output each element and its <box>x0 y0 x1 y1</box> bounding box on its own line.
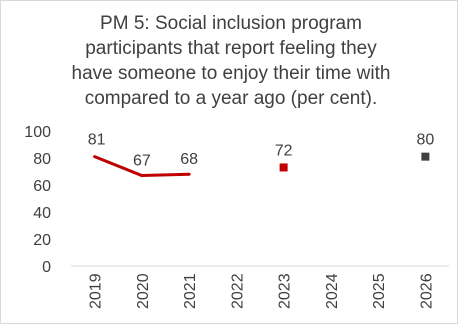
data-label: 68 <box>180 151 198 168</box>
y-tick-label: 0 <box>42 259 51 276</box>
y-tick-label: 80 <box>33 151 51 168</box>
x-tick-label: 2023 <box>277 273 294 309</box>
data-label: 67 <box>133 153 151 170</box>
y-tick-label: 40 <box>33 205 51 222</box>
chart-title-line: PM 5: Social inclusion program <box>100 13 362 34</box>
chart-title: PM 5: Social inclusion program participa… <box>31 11 431 111</box>
marker-point <box>279 163 288 172</box>
line-point <box>93 155 97 159</box>
data-label: 81 <box>88 132 106 149</box>
chart-title-line: compared to a year ago (per cent). <box>84 88 378 109</box>
x-tick-label: 2024 <box>324 273 341 309</box>
y-tick-label: 100 <box>24 124 51 141</box>
chart-title-line: have someone to enjoy their time with <box>71 63 391 84</box>
y-tick-label: 60 <box>33 178 51 195</box>
line-point <box>187 172 191 176</box>
x-tick-label: 2021 <box>182 273 199 309</box>
x-tick-label: 2020 <box>135 273 152 309</box>
chart-title-line: participants that report feeling they <box>85 38 377 59</box>
x-tick-label: 2022 <box>229 273 246 309</box>
line-point <box>140 174 144 178</box>
x-tick-label: 2025 <box>371 273 388 309</box>
y-tick-label: 20 <box>33 232 51 249</box>
marker-point <box>421 152 430 161</box>
x-tick-label: 2026 <box>418 273 435 309</box>
x-tick-label: 2019 <box>88 273 105 309</box>
data-label: 80 <box>416 132 434 149</box>
data-label: 72 <box>275 142 293 159</box>
